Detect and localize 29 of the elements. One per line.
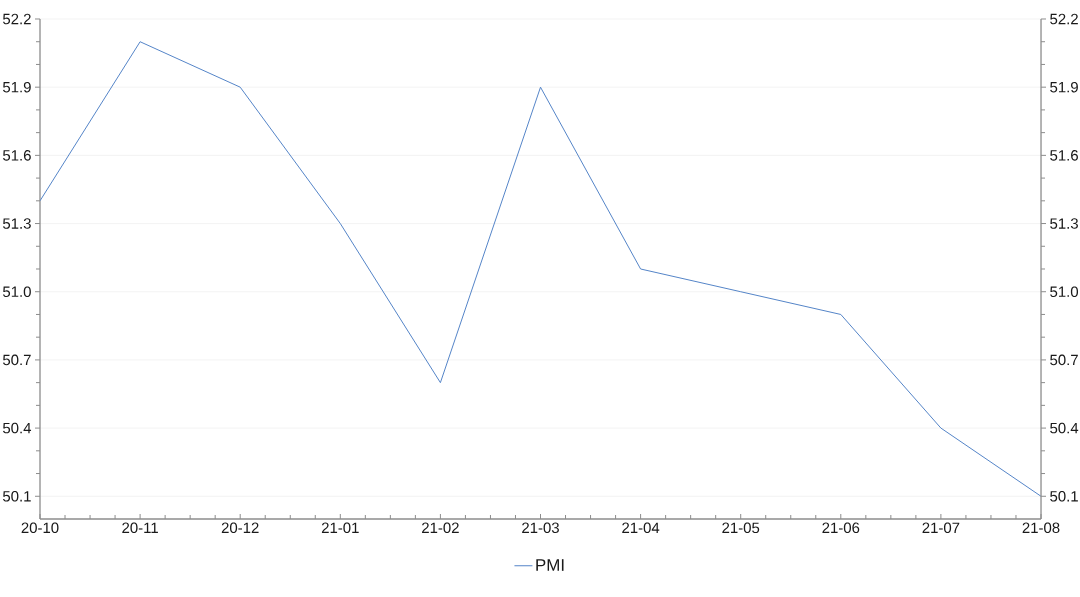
y-tick-label: 52.2 [2, 13, 31, 25]
y-tick-label: 51.0 [2, 286, 31, 298]
x-tick-label: 20-10 [21, 522, 59, 534]
x-tick-label: 21-04 [622, 522, 660, 534]
y2-tick-label: 51.6 [1050, 150, 1078, 161]
y-tick-label: 50.1 [2, 490, 31, 502]
y2-tick-label: 50.7 [1050, 354, 1078, 366]
x-tick-label: 20-11 [122, 522, 158, 534]
y2-tick-label: 51.0 [1050, 286, 1079, 298]
y2-tick-label: 51.3 [1050, 218, 1078, 229]
y2-tick-label: 52.2 [1050, 13, 1078, 25]
legend-label: PMI [536, 559, 564, 571]
x-tick-label: 21-07 [922, 522, 960, 534]
x-tick-label: 21-02 [422, 522, 459, 534]
y-tick-label: 50.7 [2, 354, 31, 366]
x-tick-label: 21-03 [522, 522, 559, 534]
line-series [40, 41, 1041, 497]
y-tick-label: 51.9 [2, 81, 31, 93]
x-tick-label: 21-01 [321, 522, 359, 534]
x-tick-label: 21-06 [822, 522, 860, 534]
y-tick-label: 50.4 [2, 422, 32, 434]
x-tick-label: 21-08 [1022, 522, 1060, 534]
y2-tick-label: 51.9 [1050, 81, 1078, 93]
x-tick-label: 20-12 [221, 522, 259, 534]
x-tick-label: 21-05 [722, 522, 760, 534]
y-tick-label: 51.6 [2, 150, 31, 161]
y2-tick-label: 50.1 [1050, 490, 1078, 502]
y-tick-label: 51.3 [2, 218, 31, 229]
y2-tick-label: 50.4 [1050, 422, 1079, 434]
